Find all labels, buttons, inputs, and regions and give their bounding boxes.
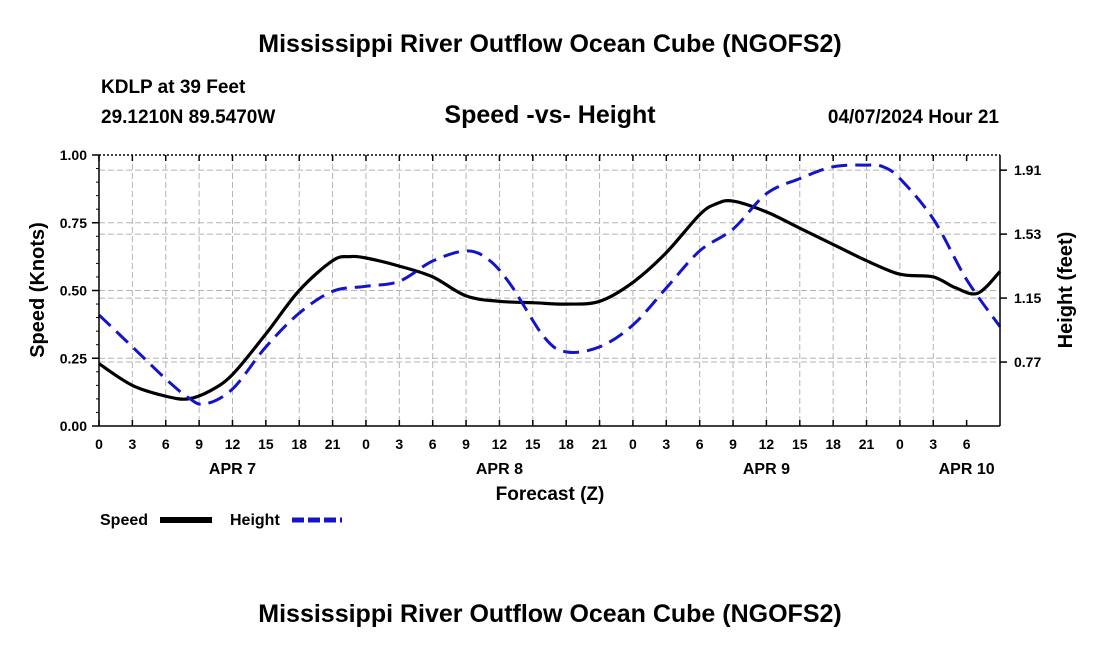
x-tick-label: 6 [162, 436, 170, 452]
chart-title-top: Mississippi River Outflow Ocean Cube (NG… [258, 30, 842, 58]
x-tick-label: 0 [896, 436, 904, 452]
x-tick-label: 18 [558, 436, 574, 452]
x-tick-label: 6 [963, 436, 971, 452]
legend-height-label: Height [230, 512, 280, 529]
x-tick-label: 18 [291, 436, 307, 452]
day-label: APR 10 [939, 461, 995, 478]
x-tick-label: 0 [362, 436, 370, 452]
x-tick-label: 12 [492, 436, 508, 452]
y-tick-label: 1.00 [60, 147, 87, 163]
x-tick-label: 3 [395, 436, 403, 452]
legend: Speed Height [100, 512, 342, 529]
x-tick-label: 15 [525, 436, 541, 452]
x-tick-label: 15 [258, 436, 274, 452]
x-axis-label: Forecast (Z) [496, 484, 605, 505]
y2-tick-label: 1.91 [1014, 162, 1041, 178]
y-tick-label: 0.75 [60, 215, 87, 231]
x-tick-label: 12 [759, 436, 775, 452]
y2-tick-label: 0.77 [1014, 354, 1041, 370]
x-tick-label: 21 [592, 436, 608, 452]
x-tick-label: 6 [429, 436, 437, 452]
y-tick-label: 0.50 [60, 283, 87, 299]
x-tick-label: 3 [128, 436, 136, 452]
x-tick-label: 21 [859, 436, 875, 452]
day-label: APR 7 [209, 461, 256, 478]
series-line-height [97, 163, 1002, 406]
y2-axis-label: Height (feet) [1055, 232, 1077, 349]
series-line-speed [98, 199, 1002, 401]
x-tick-label: 21 [325, 436, 341, 452]
x-tick-label: 3 [662, 436, 670, 452]
day-label: APR 9 [743, 461, 790, 478]
x-tick-label: 0 [95, 436, 103, 452]
chart-subtitle: Speed -vs- Height [444, 101, 656, 129]
station-label: KDLP at 39 Feet [101, 77, 246, 98]
axis-labels: Forecast (Z) Speed (Knots) Height (feet) [27, 222, 1077, 505]
x-tick-label: 3 [929, 436, 937, 452]
x-tick-label: 9 [729, 436, 737, 452]
x-tick-label: 9 [462, 436, 470, 452]
grid-lines [99, 155, 1000, 426]
y-tick-label: 0.25 [60, 350, 87, 366]
y-tick-label: 0.00 [60, 418, 87, 434]
chart-axes: 0 3 6 9 12 15 18 21 0 3 6 9 12 15 18 21 0 3 6 9 12 15 18 21 0 3 6 A… [60, 147, 1042, 478]
x-tick-label: 6 [696, 436, 704, 452]
legend-speed-label: Speed [100, 512, 148, 529]
x-tick-label: 18 [825, 436, 841, 452]
x-tick-label: 12 [225, 436, 241, 452]
day-label: APR 8 [476, 461, 523, 478]
station-coordinates: 29.1210N 89.5470W [101, 107, 276, 128]
forecast-datetime: 04/07/2024 Hour 21 [827, 107, 999, 128]
chart-title-bottom: Mississippi River Outflow Ocean Cube (NG… [258, 600, 842, 628]
x-tick-label: 9 [195, 436, 203, 452]
y2-tick-label: 1.53 [1014, 226, 1041, 242]
series-lines [97, 163, 1002, 406]
x-tick-label: 15 [792, 436, 808, 452]
x-tick-label: 0 [629, 436, 637, 452]
y2-tick-label: 1.15 [1014, 290, 1041, 306]
y-axis-label: Speed (Knots) [27, 222, 49, 358]
